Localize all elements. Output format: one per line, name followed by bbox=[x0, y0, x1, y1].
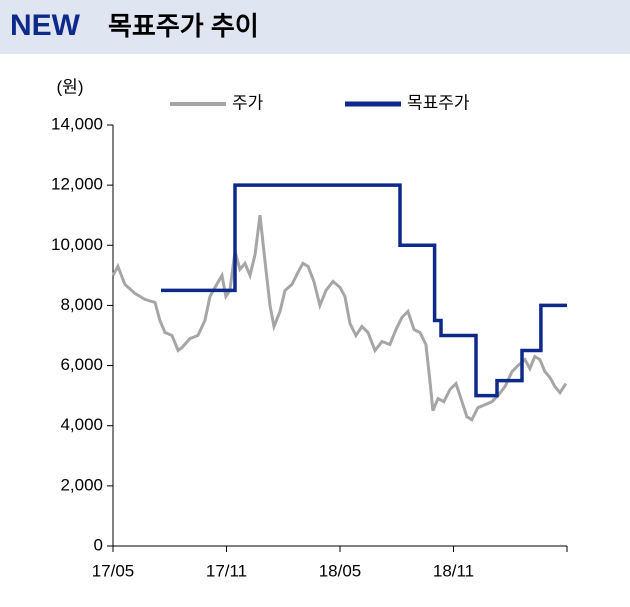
y-tick-label: 10,000 bbox=[51, 235, 103, 254]
x-tick-label: 18/11 bbox=[433, 561, 474, 580]
series-line bbox=[161, 183, 567, 398]
legend-label: 주가 bbox=[232, 93, 264, 112]
chart-title: 목표주가 추이 bbox=[108, 11, 259, 41]
series-line bbox=[111, 215, 568, 422]
y-tick-label: 8,000 bbox=[60, 295, 103, 314]
y-tick-label: 2,000 bbox=[60, 475, 103, 494]
header-band bbox=[0, 0, 630, 54]
y-tick-label: 4,000 bbox=[60, 415, 103, 434]
y-tick-label: 12,000 bbox=[51, 175, 103, 194]
y-tick-label: 0 bbox=[94, 535, 103, 554]
y-unit: (원) bbox=[57, 77, 84, 96]
y-tick-label: 14,000 bbox=[51, 114, 103, 133]
x-tick-label: 18/05 bbox=[319, 561, 362, 580]
x-tick-label: 17/11 bbox=[206, 561, 247, 580]
legend-label: 목표주가 bbox=[407, 93, 470, 112]
x-tick-label: 17/05 bbox=[92, 561, 135, 580]
y-tick-label: 6,000 bbox=[60, 355, 103, 374]
badge: NEW bbox=[10, 9, 81, 42]
